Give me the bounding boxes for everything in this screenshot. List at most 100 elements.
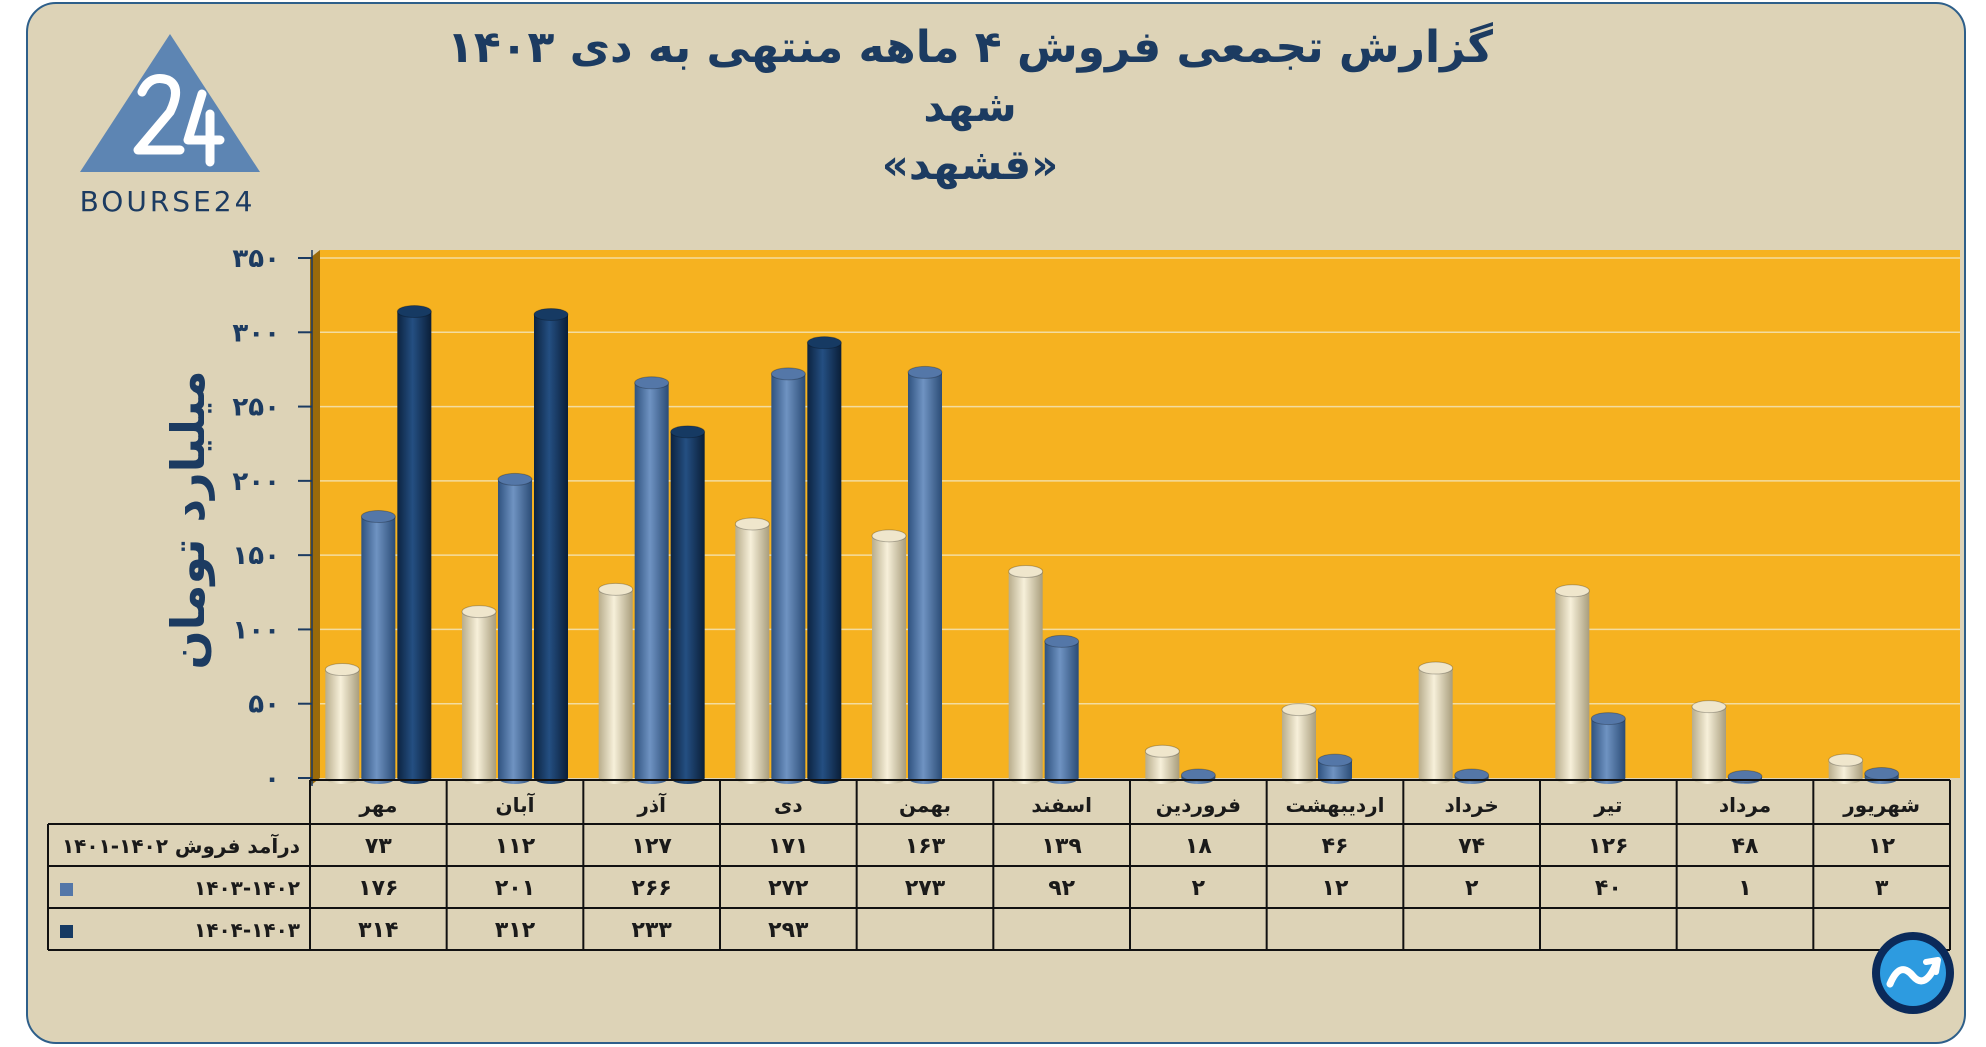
data-label: ۱۶۳ bbox=[905, 834, 946, 859]
bar-top bbox=[1044, 634, 1080, 648]
bar-top bbox=[1590, 712, 1626, 726]
bar-top bbox=[907, 365, 943, 379]
bar-base bbox=[1591, 772, 1626, 784]
bar-top bbox=[670, 425, 706, 439]
x-tick-label: فروردین bbox=[1156, 793, 1241, 817]
bar-base bbox=[1692, 772, 1726, 784]
data-label: ۲۷۲ bbox=[768, 876, 809, 901]
bourse24-logo bbox=[80, 34, 260, 172]
data-label: ۱۳۹ bbox=[1042, 834, 1082, 859]
legend-label: درآمد فروش ۱۴۰۲-۱۴۰۱ bbox=[62, 833, 300, 858]
ticker-symbol: «قشهد» bbox=[881, 140, 1059, 189]
bar-base bbox=[534, 772, 568, 784]
bar-base bbox=[397, 772, 432, 784]
bar bbox=[360, 510, 396, 784]
bar-base bbox=[1828, 772, 1863, 784]
logo-text: BOURSE24 bbox=[79, 185, 256, 218]
data-label: ۱۸ bbox=[1185, 834, 1212, 859]
data-label: ۱۱۲ bbox=[495, 834, 536, 859]
bar-base bbox=[670, 772, 705, 784]
bar-base bbox=[1282, 772, 1316, 784]
bar-top bbox=[1281, 703, 1317, 717]
bar bbox=[1281, 703, 1317, 784]
bar-top bbox=[598, 582, 634, 596]
data-label: ۲۶۶ bbox=[632, 876, 672, 901]
data-label: ۳ bbox=[1875, 876, 1889, 901]
x-tick-label: تیر bbox=[1593, 793, 1622, 817]
bar-body bbox=[462, 611, 496, 778]
bar-top bbox=[1317, 753, 1353, 767]
bar-top bbox=[360, 510, 396, 524]
y-tick-label: ۵۰ bbox=[248, 690, 280, 720]
bar-base bbox=[771, 772, 806, 784]
bar-top bbox=[396, 304, 432, 318]
bar-top bbox=[1418, 661, 1454, 675]
bar bbox=[1590, 712, 1626, 784]
bar-top bbox=[461, 605, 497, 619]
bar-top bbox=[770, 367, 806, 381]
bar-top bbox=[1864, 767, 1900, 781]
bar bbox=[1418, 661, 1454, 784]
data-label: ۱ bbox=[1738, 876, 1751, 901]
bar bbox=[734, 517, 770, 784]
bar bbox=[670, 425, 706, 784]
data-label: ۴۶ bbox=[1322, 834, 1349, 859]
bar-body bbox=[397, 311, 432, 778]
bar bbox=[1554, 584, 1590, 784]
bar-base bbox=[1145, 772, 1180, 784]
legend-swatch bbox=[60, 925, 73, 938]
data-label: ۱۲۶ bbox=[1588, 834, 1628, 859]
bar bbox=[396, 304, 432, 784]
y-tick-label: ۰ bbox=[264, 764, 280, 794]
y-tick-label: ۱۰۰ bbox=[232, 615, 280, 645]
bar bbox=[1044, 634, 1080, 784]
bar-top bbox=[734, 517, 770, 531]
bar-top bbox=[1828, 753, 1864, 767]
y-tick-label: ۳۰۰ bbox=[232, 318, 280, 348]
x-tick-label: بهمن bbox=[899, 793, 951, 817]
bar-top bbox=[1554, 584, 1590, 598]
bar bbox=[1727, 770, 1763, 784]
bar-body bbox=[498, 479, 532, 778]
bar-body bbox=[908, 372, 942, 778]
bar-body bbox=[807, 342, 842, 778]
bar-base bbox=[325, 772, 360, 784]
bar-top bbox=[1180, 768, 1216, 782]
data-label: ۴۰ bbox=[1595, 876, 1622, 901]
x-tick-label: مرداد bbox=[1719, 793, 1771, 817]
data-label: ۱۲ bbox=[1322, 876, 1349, 901]
bar-body bbox=[1282, 709, 1316, 778]
legend-label: ۱۴۰۳-۱۴۰۲ bbox=[194, 876, 300, 900]
plot-area bbox=[320, 250, 1960, 778]
chart-title: گزارش تجمعی فروش ۴ ماهه منتهی به دی ۱۴۰۳ bbox=[446, 22, 1494, 73]
bar-body bbox=[361, 516, 396, 778]
bar bbox=[598, 582, 634, 784]
data-label: ۴۸ bbox=[1732, 834, 1759, 859]
y-tick-label: ۱۵۰ bbox=[232, 541, 280, 571]
bar-base bbox=[1418, 772, 1453, 784]
data-label: ۲۹۳ bbox=[768, 918, 809, 943]
bar-body bbox=[735, 523, 770, 778]
legend-label: ۱۴۰۴-۱۴۰۳ bbox=[194, 918, 300, 942]
bar-base bbox=[598, 772, 633, 784]
bar bbox=[770, 367, 806, 784]
bar-base bbox=[462, 772, 496, 784]
bar bbox=[497, 472, 533, 784]
bar-base bbox=[908, 772, 942, 784]
bar-body bbox=[1591, 718, 1626, 778]
x-tick-label: آبان bbox=[496, 792, 536, 817]
data-label: ۳۱۲ bbox=[495, 918, 536, 943]
bar-base bbox=[735, 772, 770, 784]
bar-body bbox=[670, 431, 705, 778]
x-tick-label: اردیبهشت bbox=[1285, 793, 1384, 817]
bar-top bbox=[1144, 744, 1180, 758]
bar bbox=[1008, 564, 1044, 784]
bar-body bbox=[872, 535, 906, 778]
bar-top bbox=[324, 663, 360, 677]
bar-base bbox=[872, 772, 906, 784]
bar-top bbox=[806, 336, 842, 350]
data-label: ۳۱۴ bbox=[358, 918, 398, 943]
bar-top bbox=[634, 376, 670, 390]
bar-body bbox=[634, 382, 669, 778]
